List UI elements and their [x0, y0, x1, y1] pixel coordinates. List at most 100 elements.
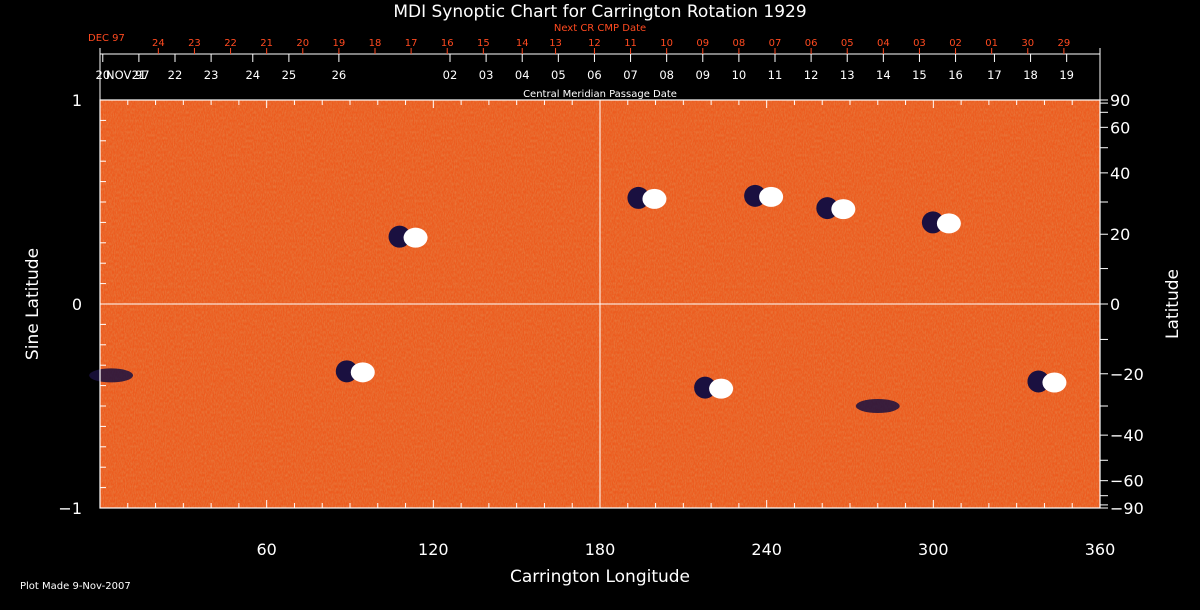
next-cmp-date-label: 03 — [913, 38, 926, 49]
left-axis-ticks: 1 0 −1 — [58, 91, 106, 518]
x-tick-label: 120 — [418, 540, 449, 559]
next-cmp-date-label: 14 — [516, 38, 529, 49]
next-cmp-date-label: 21 — [260, 38, 273, 49]
next-cmp-date-label: 12 — [588, 38, 601, 49]
cmp-date-label: 20 — [95, 68, 110, 82]
chart-title: MDI Synoptic Chart for Carrington Rotati… — [393, 2, 806, 22]
positive-flux-patch — [759, 186, 784, 207]
cmp-date-label: 04 — [515, 68, 530, 82]
cmp-date-label: 18 — [1023, 68, 1038, 82]
cmp-date-label: 22 — [168, 68, 183, 82]
next-cmp-date-label: 19 — [333, 38, 346, 49]
next-cmp-date-label: 02 — [949, 38, 962, 49]
next-cmp-date-label: 15 — [477, 38, 490, 49]
y-tick-label-left: 1 — [72, 91, 82, 110]
next-cmp-date-label: 18 — [369, 38, 382, 49]
next-cmp-date-label: 08 — [733, 38, 746, 49]
positive-flux-patch — [936, 213, 961, 234]
cmp-date-label: 24 — [245, 68, 260, 82]
cmp-date-label: 15 — [912, 68, 927, 82]
cmp-date-label: 13 — [840, 68, 855, 82]
active-region — [335, 360, 375, 383]
cmp-date-label: 16 — [948, 68, 963, 82]
next-cmp-date-label: 24 — [152, 38, 165, 49]
cmp-date-label: 19 — [1059, 68, 1074, 82]
active-region — [627, 186, 667, 209]
next-cmp-date-label: 04 — [877, 38, 890, 49]
y-tick-label-right: 60 — [1110, 118, 1130, 137]
next-cmp-date-label: 29 — [1058, 38, 1071, 49]
active-region — [388, 225, 428, 248]
positive-flux-patch — [831, 199, 856, 220]
positive-flux-patch — [642, 188, 667, 209]
cmp-date-label: 25 — [282, 68, 297, 82]
y-tick-label-left: −1 — [58, 499, 82, 518]
y-tick-label-right: −40 — [1110, 426, 1144, 445]
active-region — [694, 376, 734, 399]
cmp-date-label: 14 — [876, 68, 891, 82]
active-region — [89, 368, 134, 383]
next-cmp-date-label: 22 — [224, 38, 237, 49]
active-region — [921, 211, 961, 234]
cmp-date-label: 06 — [587, 68, 602, 82]
x-tick-label: 300 — [918, 540, 949, 559]
y-tick-label-right: 20 — [1110, 225, 1130, 244]
positive-flux-patch — [1042, 372, 1067, 393]
next-cmp-date-label: 09 — [696, 38, 709, 49]
cmp-date-label: 09 — [695, 68, 710, 82]
cmp-date-label: 12 — [804, 68, 819, 82]
active-region — [744, 184, 784, 207]
next-cmp-date-label: 10 — [660, 38, 673, 49]
active-region — [855, 399, 900, 413]
next-cmp-date-label: 23 — [188, 38, 201, 49]
cmp-date-label: 03 — [479, 68, 494, 82]
cmp-date-label: 11 — [768, 68, 783, 82]
cmp-date-label: 07 — [623, 68, 638, 82]
cmp-date-label: 21 — [132, 68, 147, 82]
next-cmp-date-label: 16 — [441, 38, 454, 49]
x-axis-ticks: 60 120 180 240 300 360 — [127, 100, 1116, 559]
next-cmp-date-label: 01 — [985, 38, 998, 49]
next-cmp-date-label: 06 — [805, 38, 818, 49]
cmp-date-label: 17 — [987, 68, 1002, 82]
right-axis-label: Latitude — [1163, 269, 1183, 339]
right-axis-ticks: 90 60 40 20 0 −20 −40 −60 −90 — [1100, 91, 1144, 518]
y-tick-label-right: −90 — [1110, 499, 1144, 518]
next-cmp-axis-label: Next CR CMP Date — [554, 23, 646, 34]
left-axis-label: Sine Latitude — [23, 248, 43, 360]
cmp-date-label: 26 — [332, 68, 347, 82]
next-cmp-date-label: 11 — [624, 38, 637, 49]
y-tick-label-left: 0 — [72, 295, 82, 314]
y-tick-label-right: −20 — [1110, 365, 1144, 384]
x-tick-label: 240 — [751, 540, 782, 559]
x-tick-label: 180 — [585, 540, 616, 559]
next-cmp-date-label: 05 — [841, 38, 854, 49]
next-cmp-date-label: 17 — [405, 38, 418, 49]
next-cmp-date-label: 13 — [549, 38, 562, 49]
next-cmp-date-label: 07 — [769, 38, 782, 49]
x-axis-label: Carrington Longitude — [510, 567, 690, 587]
positive-flux-patch — [350, 362, 375, 383]
cmp-axis-label: Central Meridian Passage Date — [523, 89, 677, 100]
x-tick-label: 60 — [256, 540, 276, 559]
y-tick-label-right: 40 — [1110, 164, 1130, 183]
cmp-date-label: 05 — [551, 68, 566, 82]
cmp-date-label: 23 — [204, 68, 219, 82]
plot-made-footer: Plot Made 9-Nov-2007 — [20, 581, 131, 592]
y-tick-label-right: 90 — [1110, 91, 1130, 110]
active-regions — [89, 184, 1067, 413]
next-cmp-date-label: 30 — [1021, 38, 1034, 49]
y-tick-label-right: 0 — [1110, 295, 1120, 314]
cmp-date-label: 08 — [659, 68, 674, 82]
negative-flux-patch — [855, 399, 900, 413]
active-region — [816, 197, 856, 220]
next-cmp-month-label: DEC 97 — [88, 33, 125, 44]
negative-flux-patch — [89, 368, 134, 383]
positive-flux-patch — [709, 378, 734, 399]
cmp-date-label: 02 — [443, 68, 458, 82]
positive-flux-patch — [403, 227, 428, 248]
x-tick-label: 360 — [1085, 540, 1116, 559]
cmp-date-label: 10 — [732, 68, 747, 82]
top-axis-ticks: 24 23 22 21 20 19 18 17 16 15 14 13 12 11 10 09 08 07 06 05… — [95, 38, 1074, 82]
